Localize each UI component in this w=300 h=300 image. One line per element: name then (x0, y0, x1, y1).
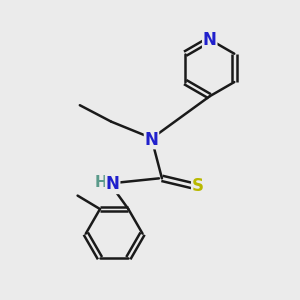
Text: S: S (192, 177, 204, 195)
Text: N: N (203, 31, 217, 49)
Text: N: N (145, 130, 158, 148)
Text: H: H (94, 175, 107, 190)
Text: N: N (106, 175, 120, 193)
